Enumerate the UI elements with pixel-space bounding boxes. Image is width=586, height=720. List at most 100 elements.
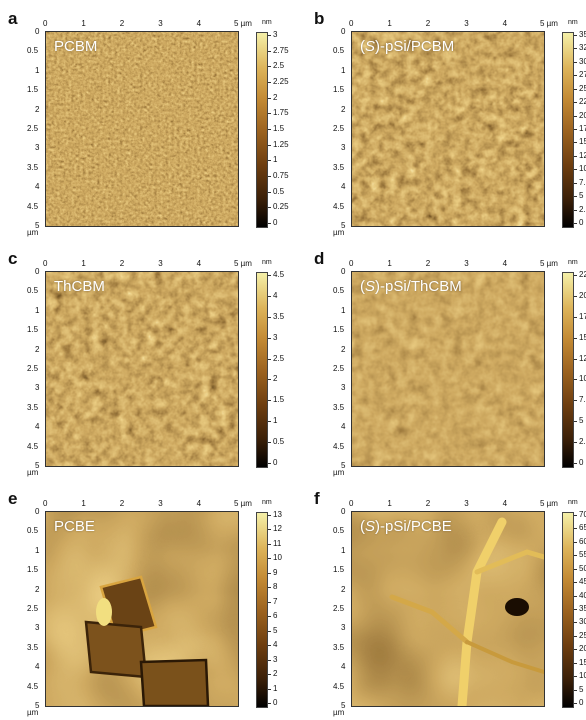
colorbar-tick-label: 5 <box>579 191 584 201</box>
colorbar-tick-label: 15 <box>579 137 586 147</box>
y-tick-label: 3.5 <box>27 642 39 652</box>
colorbar-tick <box>574 115 577 117</box>
colorbar-tick <box>574 169 577 171</box>
y-tick-label: 1.5 <box>333 325 345 335</box>
label-italic: S <box>365 518 376 535</box>
sample-name: PCBM <box>54 38 98 55</box>
afm-height-image: (S)-pSi/ThCBM <box>351 271 545 467</box>
colorbar-tick <box>268 587 271 589</box>
x-tick-label: 4 <box>196 19 202 28</box>
surface-ridge <box>465 640 544 674</box>
y-tick-label: 4.5 <box>27 201 39 211</box>
x-tick-label: 5 µm <box>540 259 558 268</box>
colorbar-tick <box>268 379 271 381</box>
y-tick-label: 3 <box>341 623 346 633</box>
x-tick-label: 3 <box>464 499 469 508</box>
x-tick-label: 4 <box>502 19 508 28</box>
colorbar-tick <box>574 703 577 704</box>
y-tick-label: 1.5 <box>333 565 345 575</box>
panel-letter: e <box>8 489 18 508</box>
afm-texture <box>352 32 544 226</box>
y-tick-label: 3 <box>35 623 40 633</box>
colorbar-unit: nm <box>262 19 272 26</box>
x-tick-label: 1 <box>81 259 86 268</box>
x-tick-label: 3 <box>464 259 469 268</box>
colorbar-tick-label: 12. <box>579 353 586 363</box>
colorbar-tick-label: 2.5 <box>273 353 285 363</box>
sample-label: PCBM <box>54 38 97 55</box>
colorbar-tick <box>574 88 577 90</box>
colorbar-tick-label: 2 <box>273 92 278 102</box>
x-tick-label: 4 <box>196 259 202 268</box>
dark-pit <box>505 598 529 616</box>
x-tick-label: 3 <box>464 19 469 28</box>
colorbar-tick-label: 1.5 <box>273 395 285 405</box>
sample-name: ThCBM <box>54 278 105 295</box>
colorbar-tick <box>574 662 577 664</box>
y-tick-label: 4.5 <box>333 201 345 211</box>
y-tick-label: 0.5 <box>27 46 39 56</box>
height-colorbar <box>256 32 268 228</box>
colorbar-tick-label: 1 <box>273 683 278 693</box>
colorbar-tick-label: 0 <box>579 458 584 467</box>
colorbar-tick-label: 20 <box>579 644 586 654</box>
y-tick-label: 1 <box>341 305 346 315</box>
colorbar-tick-label: 0 <box>273 698 278 707</box>
x-tick-label: 1 <box>387 499 392 508</box>
x-tick-label: 5 µm <box>540 499 558 508</box>
y-tick-label: 4 <box>341 422 346 432</box>
colorbar-tick <box>268 35 271 36</box>
colorbar-tick-label: 11 <box>273 538 282 548</box>
colorbar-tick-label: 3.5 <box>273 311 285 321</box>
y-tick-label: 2.5 <box>333 604 345 613</box>
y-tick-label: 3 <box>341 383 346 393</box>
label-suffix: )-pSi/PCBM <box>375 38 455 55</box>
y-tick-label: 2 <box>341 344 346 354</box>
colorbar-tick-label: 5 <box>579 684 584 694</box>
colorbar-tick <box>574 400 577 402</box>
colorbar-tick <box>268 316 271 318</box>
x-tick-label: 2 <box>119 499 125 508</box>
y-tick-label: 3.5 <box>333 162 345 172</box>
x-tick-label: 4 <box>196 499 202 508</box>
x-tick-label: 0 <box>349 259 354 268</box>
x-tick-label: 0 <box>43 19 48 28</box>
y-tick-label: 0.5 <box>27 286 39 296</box>
bright-edge <box>96 598 112 626</box>
x-tick-label: 2 <box>425 259 431 268</box>
colorbar-tick <box>268 703 271 704</box>
y-axis-unit: µm <box>27 468 39 477</box>
panel-letter: f <box>314 489 320 508</box>
colorbar-tick <box>574 635 577 637</box>
colorbar-tick-label: 0 <box>273 218 278 227</box>
colorbar-tick <box>574 35 577 36</box>
colorbar-tick <box>574 316 577 318</box>
x-tick-label: 5 µm <box>540 19 558 28</box>
colorbar-tick-label: 10 <box>579 164 586 174</box>
colorbar-tick <box>268 191 271 193</box>
colorbar-tick <box>574 223 577 224</box>
y-tick-label: 0 <box>341 507 346 516</box>
colorbar-tick <box>574 649 577 651</box>
colorbar-tick <box>574 182 577 184</box>
y-tick-label: 1 <box>35 305 40 315</box>
colorbar-tick-label: 0 <box>273 458 278 467</box>
colorbar-tick <box>268 113 271 115</box>
label-suffix: )-pSi/PCBE <box>375 518 452 535</box>
colorbar-tick-label: 0 <box>579 218 584 227</box>
colorbar-tick-label: 25 <box>579 83 586 93</box>
y-tick-label: 2.5 <box>333 364 345 373</box>
colorbar-tick <box>574 622 577 624</box>
afm-texture <box>46 512 238 706</box>
colorbar-tick-label: 7.5 <box>579 395 586 405</box>
colorbar-tick <box>268 421 271 423</box>
x-tick-label: 2 <box>425 19 431 28</box>
colorbar-tick <box>574 61 577 63</box>
colorbar-tick-label: 17. <box>579 124 586 133</box>
height-colorbar <box>562 32 574 228</box>
y-tick-label: 4 <box>35 662 40 672</box>
colorbar-tick-label: 2.75 <box>273 45 289 55</box>
surface-ridge <box>457 517 507 706</box>
x-tick-label: 0 <box>349 499 354 508</box>
